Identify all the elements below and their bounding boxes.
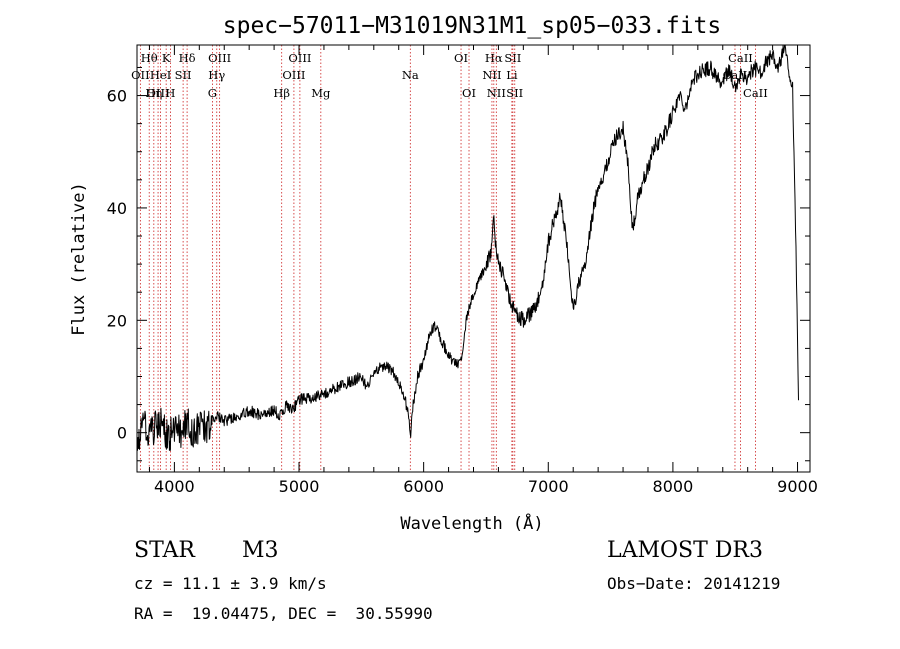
line-label-17: OI xyxy=(454,51,468,65)
line-label-25: CaII xyxy=(728,51,753,65)
line-label-1: OII xyxy=(131,68,150,82)
line-label-21: NII xyxy=(482,68,501,82)
y-tick-label-40: 40 xyxy=(107,199,127,218)
x-tick-label-7000: 7000 xyxy=(528,477,569,496)
line-label-11: G xyxy=(208,86,217,100)
plot-frame xyxy=(136,44,811,473)
line-label-5: HeI xyxy=(150,68,171,82)
line-label-3: Hη xyxy=(145,86,162,100)
line-label-2: OIII xyxy=(147,86,170,100)
line-label-18: OI xyxy=(462,86,476,100)
line-label-24: SII xyxy=(506,86,523,100)
y-tick-label-20: 20 xyxy=(107,311,127,330)
line-label-15: Mg xyxy=(311,86,331,100)
line-label-6: SII xyxy=(175,68,192,82)
series-layer xyxy=(136,44,799,451)
ra-dec: RA = 19.04475, DEC = 30.55990 xyxy=(134,604,433,623)
line-label-12: Hβ xyxy=(273,86,290,100)
y-tick-label-0: 0 xyxy=(117,424,127,443)
line-label-0: Hθ xyxy=(141,51,158,65)
line-label-7: H xyxy=(165,86,175,100)
x-tick-label-6000: 6000 xyxy=(403,477,444,496)
object-subclass: M3 xyxy=(242,538,279,563)
redshift-velocity: cz = 11.1 ± 3.9 km/s xyxy=(134,574,327,593)
object-class: STAR xyxy=(134,538,195,563)
survey-name: LAMOST DR3 xyxy=(607,538,763,563)
y-axis-label: Flux (relative) xyxy=(69,182,89,336)
y-tick-label-60: 60 xyxy=(107,87,127,106)
series-flux xyxy=(136,44,799,451)
line-label-16: Na xyxy=(402,68,419,82)
line-label-13: OIII xyxy=(288,51,311,65)
line-label-19: Hα xyxy=(485,51,503,65)
line-label-8: Hδ xyxy=(179,51,196,65)
line-label-14: OIII xyxy=(282,68,305,82)
x-tick-label-4000: 4000 xyxy=(154,477,195,496)
axis-ticks: 4000 5000 6000 7000 8000 9000 0 20 40 60 xyxy=(107,45,818,496)
observation-date: Obs−Date: 20141219 xyxy=(607,574,781,593)
line-label-27: CaII xyxy=(743,86,768,100)
x-tick-label-5000: 5000 xyxy=(279,477,320,496)
x-tick-label-9000: 9000 xyxy=(777,477,818,496)
line-label-9: OIII xyxy=(208,51,231,65)
x-tick-label-8000: 8000 xyxy=(653,477,694,496)
line-label-10: Hγ xyxy=(208,68,225,82)
line-label-22: Li xyxy=(506,68,518,82)
x-axis-label: Wavelength (Å) xyxy=(400,512,543,534)
line-label-23: NII xyxy=(487,86,506,100)
line-label-4: K xyxy=(162,51,171,65)
chart-title: spec−57011−M31019N31M1_sp05−033.fits xyxy=(223,13,722,39)
line-label-20: SII xyxy=(504,51,521,65)
